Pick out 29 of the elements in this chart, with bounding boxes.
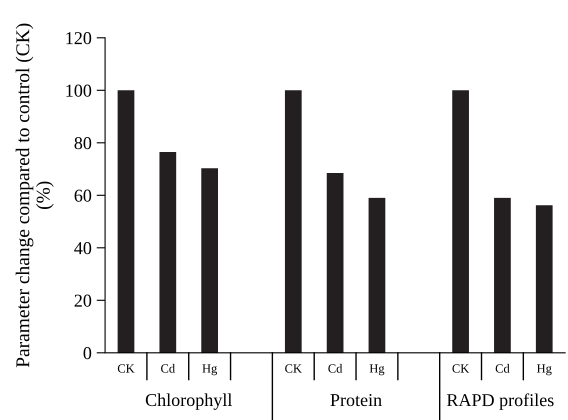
x-tick-label: CK [285, 364, 302, 373]
x-tick-label: CK [452, 364, 470, 373]
x-tick-label: Cd [496, 364, 510, 373]
y-tick-label: 120 [66, 32, 92, 44]
y-tick-label: 100 [66, 84, 92, 97]
y-tick-label: 0 [84, 347, 92, 360]
x-tick-label: Cd [328, 364, 342, 373]
bar [452, 90, 469, 353]
bar [368, 198, 386, 353]
text: Protein [330, 394, 382, 406]
bar [284, 90, 302, 353]
y-tick-label: 40 [74, 242, 92, 254]
y-tick-label: 80 [74, 137, 92, 150]
text: Chlorophyll [146, 393, 232, 410]
y-tick-label: 20 [74, 294, 92, 307]
text: RAPD profiles [446, 393, 554, 410]
bar [201, 168, 218, 353]
x-tick-label: Hg [202, 364, 218, 376]
bar [118, 90, 134, 353]
x-tick-label: Hg [370, 364, 384, 376]
bar [326, 172, 344, 353]
x-tick-label: CK [118, 364, 135, 373]
y-tick-label: 60 [74, 190, 92, 202]
y-axis-title: Parameter change compared to control (CK) (%) [16, 24, 54, 368]
x-tick-label: Cd [161, 364, 175, 373]
x-tick-label: Hg [536, 364, 552, 376]
bar [494, 198, 511, 353]
bar [159, 152, 176, 353]
bar [536, 205, 553, 353]
